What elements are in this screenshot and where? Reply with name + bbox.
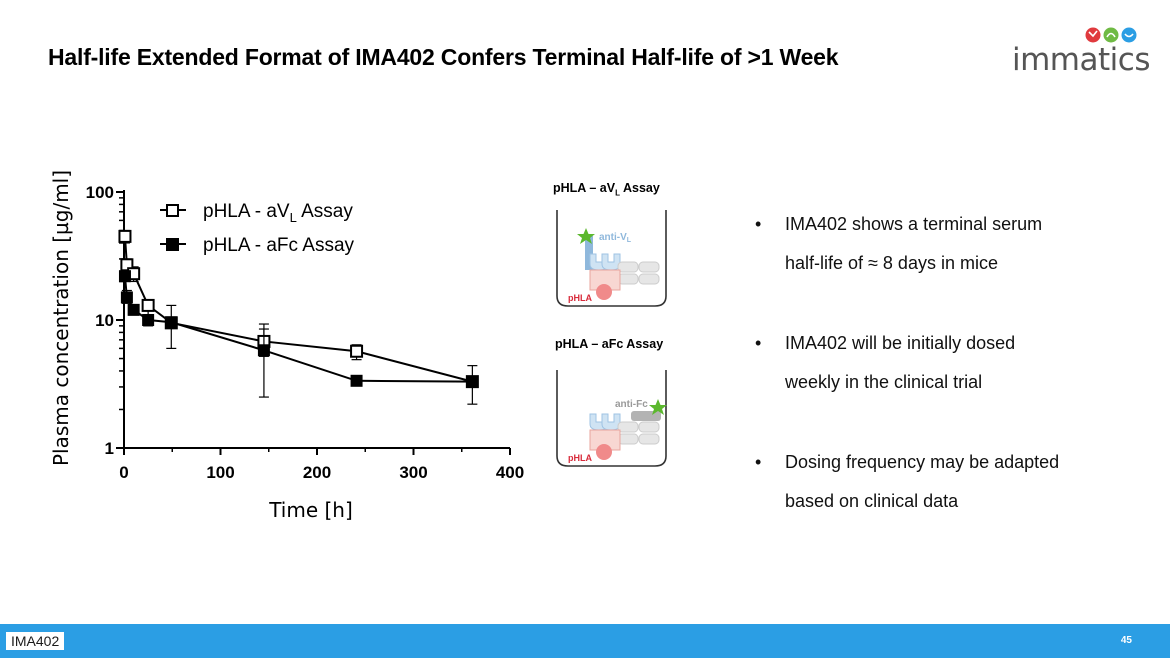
data-point [141,298,155,312]
data-point [127,303,140,316]
star-icon [577,228,595,244]
data-point [118,229,132,243]
data-point [350,344,364,358]
svg-text:anti-Fc: anti-Fc [615,399,648,410]
data-point [257,344,270,357]
y-axis-label: Plasma concentration [µg/ml] [49,170,73,466]
data-point [118,270,131,283]
slide-title: Half-life Extended Format of IMA402 Conf… [48,44,839,70]
legend-label: pHLA - aFc Assay [203,235,355,256]
legend-label: pHLA - aVL Assay [203,201,353,225]
bullet-line: half-life of ≈ 8 days in mice [785,253,998,273]
data-point [142,314,155,326]
logo-dots-icon [1085,27,1137,43]
bullet-item: • Dosing frequency may be adapted based … [755,443,1135,521]
bullet-line: weekly in the clinical trial [785,372,983,392]
bullet-line: Dosing frequency may be adapted [785,452,1060,472]
x-axis-label: Time [h] [268,498,353,522]
x-tick-label: 200 [303,463,331,482]
chart-axes: 1 10 100 0 100 200 300 400 Time [h] Plasma concen… [49,170,524,522]
bullet-item: • IMA402 shows a terminal serum half-lif… [755,205,1135,283]
footer-product-label: IMA402 [6,632,65,650]
star-icon [649,399,667,415]
assay-aFc-well-diagram: anti-Fc pHLA [556,370,667,467]
logo-text: immatics [1012,42,1150,78]
bullet-line: IMA402 will be initially dosed [785,333,1016,353]
assay-aFc-title: pHLA – aFc Assay [555,337,664,351]
chart-legend: pHLA - aVL Assay pHLA - aFc Assay [160,201,355,256]
immatics-logo: immatics [1010,22,1150,78]
data-point [466,375,479,388]
x-tick-label: 100 [206,463,234,482]
series-line [123,236,473,383]
data-point [350,374,363,387]
assay-aVL-well-diagram: anti-VL pHLA [556,210,667,307]
x-tick-label: 300 [399,463,427,482]
bullet-item: • IMA402 will be initially dosed weekly … [755,324,1135,402]
legend-marker [166,204,179,217]
bullet-list: • IMA402 shows a terminal serum half-lif… [755,205,1135,521]
assay-aVL-title: pHLA – aVL Assay [553,181,660,198]
data-point [165,316,178,329]
bullet-line: based on clinical data [785,491,959,511]
chart-series [118,229,479,405]
x-tick-label: 400 [496,463,524,482]
legend-marker [166,238,179,251]
svg-text:anti-VL: anti-VL [599,232,632,244]
bullet-line: IMA402 shows a terminal serum [785,214,1043,234]
bullet-marker: • [755,333,762,353]
svg-text:pHLA: pHLA [568,453,592,463]
data-point [120,291,133,304]
svg-text:pHLA: pHLA [568,293,592,303]
x-tick-label: 0 [119,463,128,482]
y-tick-label: 100 [86,183,114,202]
pk-chart: 1 10 100 0 100 200 300 400 Time [h] Plasma concen… [49,170,524,522]
y-tick-label: 10 [95,311,114,330]
bullet-marker: • [755,452,762,472]
y-tick-label: 1 [105,439,114,458]
page-number: 45 [1120,635,1132,646]
bullet-marker: • [755,214,762,234]
footer-bar: IMA402 45 [0,624,1170,658]
